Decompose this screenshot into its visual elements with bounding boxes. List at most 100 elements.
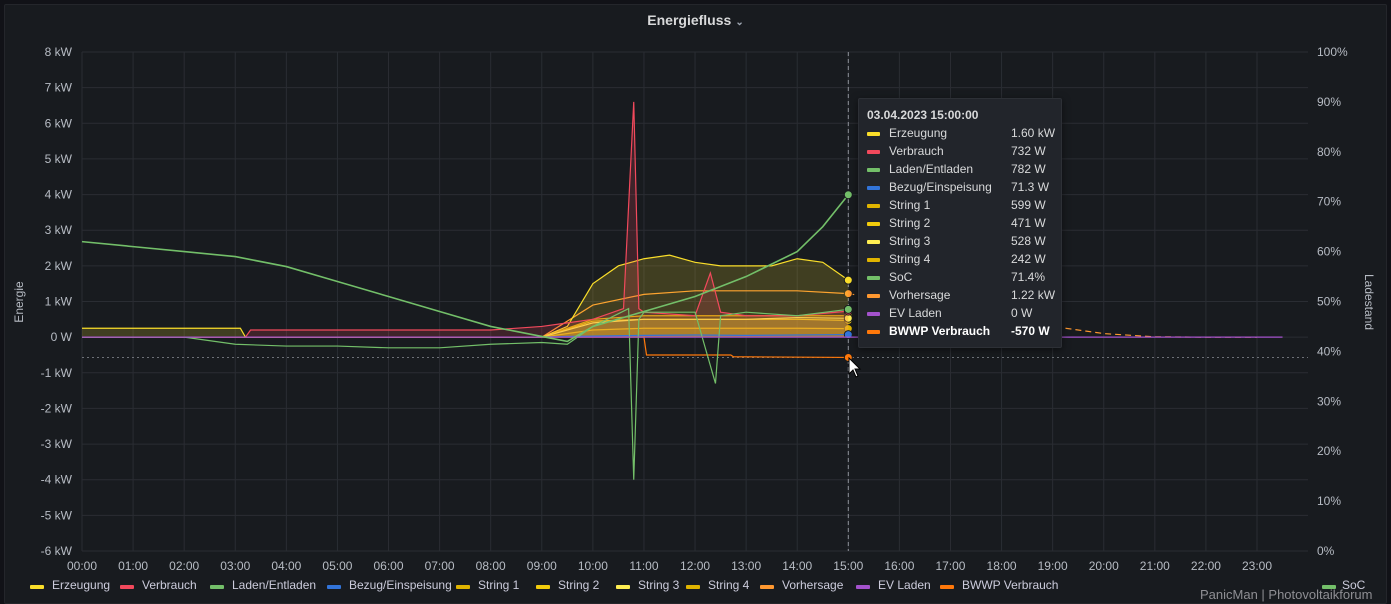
legend-label: String 3 xyxy=(638,578,680,592)
y-tick-label: 4 kW xyxy=(45,188,73,202)
y-tick-label: 1 kW xyxy=(45,295,73,309)
series-line-soc xyxy=(81,194,849,343)
tooltip-series-value: 1.60 kW xyxy=(1011,126,1056,140)
tooltip-swatch xyxy=(867,240,880,244)
legend-swatch xyxy=(210,585,224,589)
x-tick-label: 14:00 xyxy=(782,559,812,573)
tooltip-row: String 2 471 W xyxy=(867,215,1059,233)
y2-tick-label: 70% xyxy=(1317,195,1341,209)
tooltip-series-value: 528 W xyxy=(1011,234,1046,248)
x-tick-label: 15:00 xyxy=(833,559,863,573)
x-tick-label: 10:00 xyxy=(578,559,608,573)
legend-swatch xyxy=(120,585,134,589)
legend-label: BWWP Verbrauch xyxy=(962,578,1059,592)
tooltip-series-value: 599 W xyxy=(1011,198,1046,212)
tooltip-series-name: String 4 xyxy=(889,252,931,266)
tooltip-series-name: String 2 xyxy=(889,216,931,230)
x-tick-label: 00:00 xyxy=(67,559,97,573)
legend-label: String 1 xyxy=(478,578,520,592)
tooltip-series-name: Vorhersage xyxy=(889,288,951,302)
legend-swatch xyxy=(760,585,774,589)
y-tick-label: 7 kW xyxy=(45,81,73,95)
series-group xyxy=(81,101,1283,480)
tooltip-swatch xyxy=(867,222,880,226)
y2-tick-label: 30% xyxy=(1317,394,1341,408)
series-line-laden-entladen xyxy=(82,307,849,480)
y2-tick-label: 40% xyxy=(1317,344,1341,358)
hover-point-laden-entladen xyxy=(843,304,853,314)
legend-swatch xyxy=(1322,585,1336,589)
y-tick-label: 8 kW xyxy=(45,45,73,59)
tooltip-row: EV Laden 0 W xyxy=(867,305,1059,323)
y2-tick-label: 60% xyxy=(1317,245,1341,259)
x-tick-label: 21:00 xyxy=(1140,559,1170,573)
hover-tooltip: 03.04.2023 15:00:00 Erzeugung 1.60 kW Verb… xyxy=(858,98,1062,348)
legend-swatch xyxy=(616,585,630,589)
series-line-string-3 xyxy=(82,316,849,338)
y-axis-title: Energie xyxy=(12,281,26,323)
series-area-erzeugung xyxy=(82,255,849,338)
series-line-vorhersage xyxy=(82,290,849,338)
legend-label: String 4 xyxy=(708,578,750,592)
x-tick-label: 03:00 xyxy=(220,559,250,573)
mouse-cursor-icon xyxy=(848,357,862,378)
tooltip-row: Bezug/Einspeisung 71.3 W xyxy=(867,179,1059,197)
series-line-bwwp-verbrauch xyxy=(82,336,849,359)
x-tick-label: 07:00 xyxy=(425,559,455,573)
tooltip-series-value: 471 W xyxy=(1011,216,1046,230)
y-tick-label: 2 kW xyxy=(45,259,73,273)
legend-swatch xyxy=(940,585,954,589)
y2-tick-label: 80% xyxy=(1317,145,1341,159)
y2-tick-label: 20% xyxy=(1317,444,1341,458)
x-tick-label: 11:00 xyxy=(629,559,658,573)
hover-point-soc xyxy=(843,190,853,200)
tooltip-swatch xyxy=(867,150,880,154)
tooltip-swatch xyxy=(867,186,880,190)
tooltip-row: Vorhersage 1.22 kW xyxy=(867,287,1059,305)
hover-point-vorhersage xyxy=(843,289,853,299)
x-tick-label: 12:00 xyxy=(680,559,710,573)
tooltip-series-value: -570 W xyxy=(1011,324,1050,338)
panel-title[interactable]: Energiefluss ⌄ xyxy=(0,12,1391,28)
x-tick-label: 18:00 xyxy=(987,559,1017,573)
x-tick-label: 06:00 xyxy=(374,559,404,573)
legend-label: Vorhersage xyxy=(782,578,844,592)
tooltip-swatch xyxy=(867,276,880,280)
tooltip-swatch xyxy=(867,312,880,316)
legend-swatch xyxy=(686,585,700,589)
series-area-string-1 xyxy=(82,315,849,338)
y2-tick-label: 50% xyxy=(1317,295,1341,309)
tooltip-series-name: Erzeugung xyxy=(889,126,948,140)
x-tick-label: 01:00 xyxy=(118,559,148,573)
y-tick-label: 5 kW xyxy=(45,152,73,166)
y-tick-label: -1 kW xyxy=(41,366,73,380)
tooltip-series-value: 0 W xyxy=(1011,306,1033,320)
tooltip-row: Erzeugung 1.60 kW xyxy=(867,125,1059,143)
legend-label: SoC xyxy=(1342,578,1366,592)
x-tick-label: 23:00 xyxy=(1242,559,1272,573)
legend-swatch xyxy=(30,585,44,589)
hover-point-erzeugung xyxy=(843,275,853,285)
x-tick-label: 05:00 xyxy=(322,559,352,573)
series-area-string-2 xyxy=(82,319,849,338)
tooltip-series-value: 242 W xyxy=(1011,252,1046,266)
tooltip-series-value: 71.4% xyxy=(1011,270,1046,284)
y-tick-label: 3 kW xyxy=(45,223,73,237)
x-tick-label: 16:00 xyxy=(884,559,914,573)
y-tick-label: -2 kW xyxy=(41,401,73,415)
series-line-string-4 xyxy=(82,327,849,338)
x-tick-label: 13:00 xyxy=(731,559,761,573)
tooltip-time: 03.04.2023 15:00:00 xyxy=(867,108,979,122)
x-tick-label: 22:00 xyxy=(1191,559,1221,573)
chevron-down-icon[interactable]: ⌄ xyxy=(735,17,744,28)
watermark: PanicMan | Photovoltaikforum xyxy=(1200,587,1373,602)
tooltip-swatch xyxy=(867,330,880,334)
tooltip-swatch xyxy=(867,168,880,172)
y2-axis-title: Ladestand xyxy=(1362,274,1376,330)
x-tick-label: 08:00 xyxy=(476,559,506,573)
tooltip-row: String 3 528 W xyxy=(867,233,1059,251)
y-tick-label: -5 kW xyxy=(41,508,73,522)
tooltip-swatch xyxy=(867,204,880,208)
tooltip-swatch xyxy=(867,258,880,262)
